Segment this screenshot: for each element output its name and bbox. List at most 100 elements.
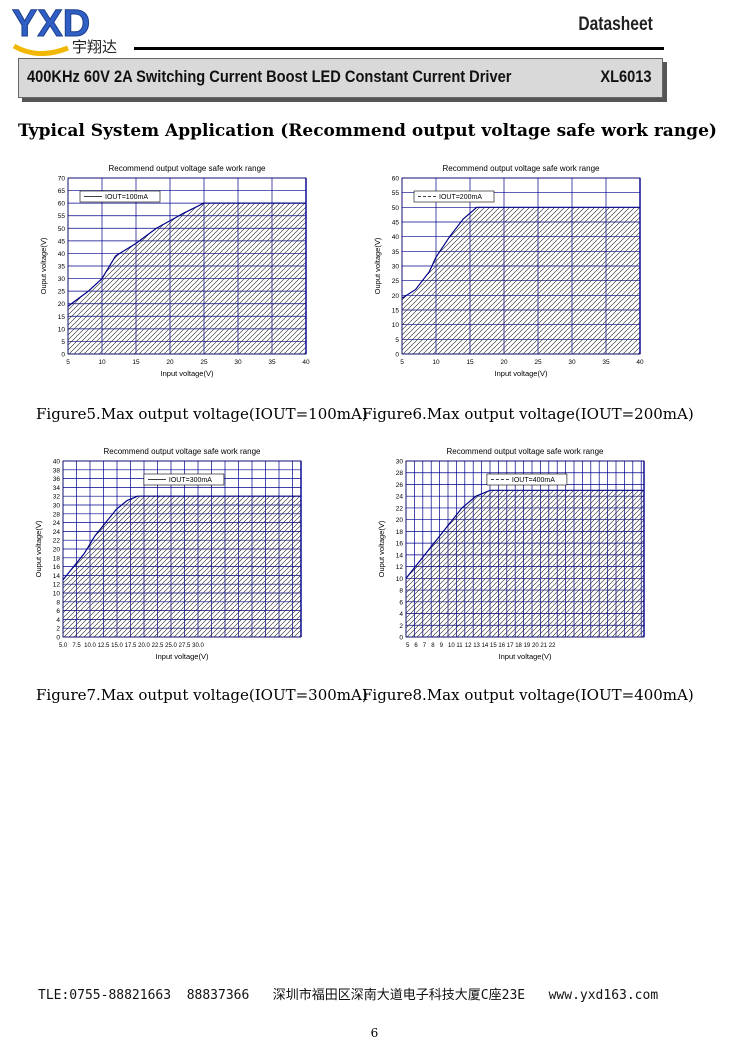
x-tick-label: 25 xyxy=(534,359,542,366)
chart-figure7: Recommend output voltage safe work range… xyxy=(33,443,323,673)
y-tick-label: 0 xyxy=(61,352,65,359)
y-tick-label: 16 xyxy=(53,564,61,571)
legend-label: IOUT=200mA xyxy=(439,194,482,201)
y-tick-label: 65 xyxy=(58,188,66,195)
legend-box xyxy=(79,190,161,203)
y-tick-label: 15 xyxy=(392,308,400,315)
y-tick-label: 12 xyxy=(53,582,61,589)
x-tick-label: 21 xyxy=(540,643,547,649)
x-tick-label: 13 xyxy=(473,643,480,649)
x-tick-label: 15 xyxy=(132,359,140,366)
x-axis-label: Input voltage(V) xyxy=(156,652,209,661)
logo-subtitle: 宇翔达 xyxy=(72,38,117,56)
figure7-caption: Figure7.Max output voltage(IOUT=300mA) xyxy=(36,686,368,704)
y-axis-label: Ouput voltage(V) xyxy=(377,520,386,577)
y-tick-label: 20 xyxy=(58,301,66,308)
y-tick-label: 20 xyxy=(396,517,404,524)
chart-title: Recommend output voltage safe work range xyxy=(104,447,262,456)
y-tick-label: 40 xyxy=(53,459,61,466)
y-tick-label: 22 xyxy=(396,505,404,512)
y-tick-label: 32 xyxy=(53,494,61,501)
y-axis-label: Ouput voltage(V) xyxy=(373,237,382,294)
y-tick-label: 10 xyxy=(396,576,404,583)
safe-area xyxy=(406,490,644,637)
x-tick-label: 7 xyxy=(423,643,427,649)
y-tick-label: 36 xyxy=(53,476,61,483)
x-tick-label: 15.0 xyxy=(111,643,123,649)
y-tick-label: 50 xyxy=(58,226,66,233)
y-tick-label: 22 xyxy=(53,538,61,545)
y-tick-label: 26 xyxy=(396,482,404,489)
y-tick-label: 15 xyxy=(58,314,66,321)
chart-title: Recommend output voltage safe work range xyxy=(443,164,601,173)
x-tick-label: 15 xyxy=(466,359,474,366)
y-tick-label: 55 xyxy=(392,190,400,197)
product-title: 400KHz 60V 2A Switching Current Boost LE… xyxy=(27,67,512,86)
chart-svg: Recommend output voltage safe work range… xyxy=(34,447,302,661)
y-tick-label: 30 xyxy=(396,459,404,466)
y-tick-label: 6 xyxy=(399,599,403,606)
y-tick-label: 60 xyxy=(58,201,66,208)
y-tick-label: 6 xyxy=(56,608,60,615)
x-axis-label: Input voltage(V) xyxy=(499,652,552,661)
chart-title: Recommend output voltage safe work range xyxy=(109,164,267,173)
company-logo: YXD 宇翔达 xyxy=(12,3,118,57)
x-tick-label: 6 xyxy=(414,643,418,649)
x-tick-label: 9 xyxy=(440,643,444,649)
y-tick-label: 60 xyxy=(392,176,400,183)
x-tick-label: 20.0 xyxy=(138,643,150,649)
y-tick-label: 40 xyxy=(392,234,400,241)
y-tick-label: 45 xyxy=(392,220,400,227)
series-line xyxy=(401,206,640,299)
y-tick-label: 24 xyxy=(396,494,404,501)
x-tick-label: 35 xyxy=(602,359,610,366)
x-tick-label: 19 xyxy=(524,643,531,649)
x-tick-label: 5 xyxy=(406,643,410,649)
y-tick-label: 30 xyxy=(53,503,61,510)
series-line xyxy=(67,202,306,307)
y-tick-label: 0 xyxy=(395,352,399,359)
chart-title: Recommend output voltage safe work range xyxy=(447,447,605,456)
chart-figure5: Recommend output voltage safe work range… xyxy=(38,160,328,390)
y-tick-label: 2 xyxy=(399,623,403,630)
x-tick-label: 30.0 xyxy=(192,643,204,649)
y-tick-label: 38 xyxy=(53,467,61,474)
chart-figure8: Recommend output voltage safe work range… xyxy=(376,443,666,673)
y-tick-label: 24 xyxy=(53,529,61,536)
x-tick-label: 40 xyxy=(302,359,310,366)
legend-box xyxy=(413,190,495,203)
x-tick-label: 11 xyxy=(456,643,463,649)
x-tick-label: 20 xyxy=(500,359,508,366)
title-bar: 400KHz 60V 2A Switching Current Boost LE… xyxy=(18,58,663,98)
y-tick-label: 8 xyxy=(399,588,403,595)
legend-label: IOUT=400mA xyxy=(512,477,555,484)
figure6-caption: Figure6.Max output voltage(IOUT=200mA) xyxy=(362,405,694,423)
x-tick-label: 10 xyxy=(448,643,455,649)
x-tick-label: 20 xyxy=(166,359,174,366)
y-tick-label: 25 xyxy=(58,289,66,296)
x-tick-label: 14 xyxy=(482,643,489,649)
y-tick-label: 12 xyxy=(396,564,404,571)
y-tick-label: 20 xyxy=(392,293,400,300)
chart-svg: Recommend output voltage safe work range… xyxy=(373,164,644,378)
y-tick-label: 28 xyxy=(396,470,404,477)
x-tick-label: 5.0 xyxy=(59,643,68,649)
y-tick-label: 14 xyxy=(396,552,404,559)
y-tick-label: 35 xyxy=(392,249,400,256)
x-tick-label: 40 xyxy=(636,359,644,366)
x-tick-label: 27.5 xyxy=(179,643,191,649)
safe-area xyxy=(402,207,640,354)
x-tick-label: 15 xyxy=(490,643,497,649)
y-tick-label: 5 xyxy=(61,339,65,346)
y-tick-label: 18 xyxy=(396,529,404,536)
doc-type-label: Datasheet xyxy=(578,14,653,35)
x-tick-label: 20 xyxy=(532,643,539,649)
legend-label: IOUT=300mA xyxy=(169,477,212,484)
safe-area xyxy=(68,203,306,354)
y-tick-label: 35 xyxy=(58,264,66,271)
y-tick-label: 8 xyxy=(56,599,60,606)
y-tick-label: 14 xyxy=(53,573,61,580)
page-number: 6 xyxy=(370,1026,379,1040)
y-tick-label: 70 xyxy=(58,176,66,183)
y-axis-label: Ouput voltage(V) xyxy=(34,520,43,577)
